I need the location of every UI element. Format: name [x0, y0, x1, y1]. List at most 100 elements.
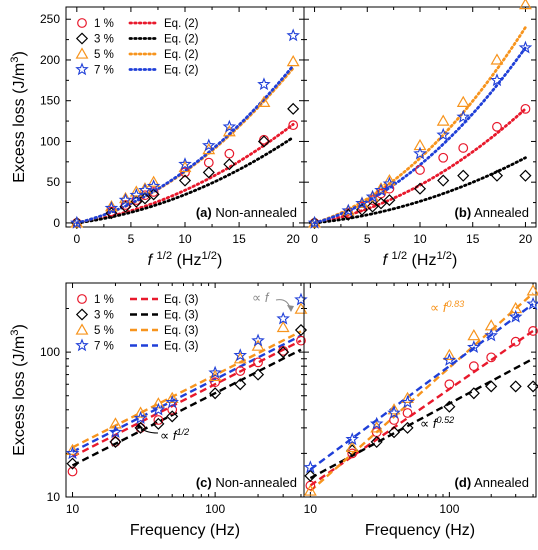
data-point — [436, 127, 450, 141]
data-point — [276, 311, 290, 325]
data-point — [365, 189, 380, 203]
data-point — [415, 165, 425, 175]
legend-series-name: 5 % — [94, 49, 114, 61]
x-axis-label: f 1/2 (Hz1/2) — [148, 250, 223, 269]
data-point — [402, 408, 413, 418]
data-point — [152, 417, 165, 430]
data-point — [134, 421, 147, 434]
data-point — [257, 77, 271, 91]
x-tick-label: 10 — [304, 502, 318, 516]
data-point — [468, 361, 479, 372]
data-point — [457, 169, 470, 182]
annotation-linear-f: ∝ f — [252, 290, 270, 305]
data-point — [134, 406, 147, 418]
legend-fit-label: Eq. (3) — [164, 341, 199, 353]
data-point — [253, 357, 263, 368]
panel-label: (a) Non-annealed — [196, 205, 297, 220]
data-point — [129, 185, 143, 197]
data-point — [257, 95, 271, 107]
data-point — [138, 192, 152, 205]
fit-line-1pct — [71, 339, 302, 458]
data-point — [366, 190, 379, 202]
data-point — [233, 348, 248, 362]
data-point — [178, 174, 192, 187]
data-point — [287, 102, 300, 115]
data-point — [304, 469, 317, 482]
data-point — [467, 387, 480, 400]
x-tick-label: 0 — [73, 232, 80, 246]
data-point — [65, 446, 80, 460]
legend-series-name: 3 % — [94, 34, 114, 46]
legend-fit-label: Eq. (3) — [164, 294, 199, 306]
legend-series-name: 5 % — [94, 325, 114, 337]
data-point — [388, 426, 401, 439]
y-tick-label: 0 — [53, 216, 60, 230]
x-tick-label: 100 — [439, 502, 459, 516]
data-point — [355, 196, 369, 210]
data-point — [518, 40, 533, 54]
data-point — [224, 148, 235, 159]
x-tick-label: 0 — [311, 232, 318, 246]
panel-label: (d) Annealed — [455, 475, 529, 490]
legend-series-name: 3 % — [94, 310, 114, 322]
data-point — [223, 158, 236, 171]
x-tick-label: 15 — [466, 232, 480, 246]
x-tick-label: 20 — [287, 232, 301, 246]
data-point — [509, 380, 522, 393]
fit-line-5pct — [309, 292, 534, 492]
data-point — [345, 432, 359, 446]
fit-line-7pct — [71, 334, 302, 453]
data-point — [296, 335, 306, 346]
y-tick-label: 100 — [40, 134, 60, 148]
data-point — [252, 368, 265, 381]
data-point — [209, 387, 222, 400]
legend-fit-label: Eq. (3) — [164, 325, 199, 337]
legend-marker — [75, 308, 89, 321]
legend-marker — [75, 32, 89, 45]
legend-marker — [75, 62, 89, 76]
data-point — [286, 54, 300, 67]
x-tick-label: 5 — [128, 232, 135, 246]
legend-marker — [77, 18, 87, 28]
legend-series-name: 7 % — [94, 341, 114, 353]
annotation-arrow — [275, 299, 291, 309]
data-point — [370, 435, 383, 448]
data-point — [147, 175, 161, 187]
data-point — [374, 183, 388, 197]
data-point — [436, 114, 450, 126]
data-point — [341, 203, 356, 217]
data-point — [437, 174, 450, 187]
data-point — [528, 326, 538, 336]
data-point — [135, 422, 146, 433]
data-point — [467, 340, 481, 354]
data-point — [413, 182, 427, 195]
y-axis-label: Excess loss (J/m3) — [9, 324, 28, 456]
data-point — [401, 421, 414, 434]
x-tick-label: 10 — [413, 232, 427, 246]
data-point — [484, 328, 498, 342]
data-point — [438, 152, 449, 163]
y-tick-label: 200 — [40, 53, 60, 67]
annotation-f052: ∝ f0.52 — [420, 415, 454, 431]
data-point — [458, 143, 469, 153]
y-tick-label: 150 — [40, 94, 60, 108]
panel-d: 10 100 (d) Annealed Frequency (Hz) — [303, 282, 538, 539]
data-point — [490, 53, 504, 65]
data-point — [70, 216, 84, 228]
legend-marker — [75, 47, 89, 59]
legend-marker — [75, 323, 89, 335]
data-point — [400, 395, 415, 409]
data-point — [308, 216, 321, 228]
legend-series-name: 1 % — [94, 294, 114, 306]
data-point — [366, 200, 379, 213]
data-point — [277, 346, 290, 359]
data-point — [444, 379, 455, 390]
data-point — [66, 443, 79, 455]
data-point — [294, 292, 308, 306]
x-tick-label: 100 — [205, 502, 225, 516]
data-point — [355, 196, 369, 209]
data-point — [443, 400, 456, 413]
data-point — [520, 103, 531, 114]
fit-line-5pct — [75, 66, 295, 225]
data-point — [456, 95, 470, 107]
